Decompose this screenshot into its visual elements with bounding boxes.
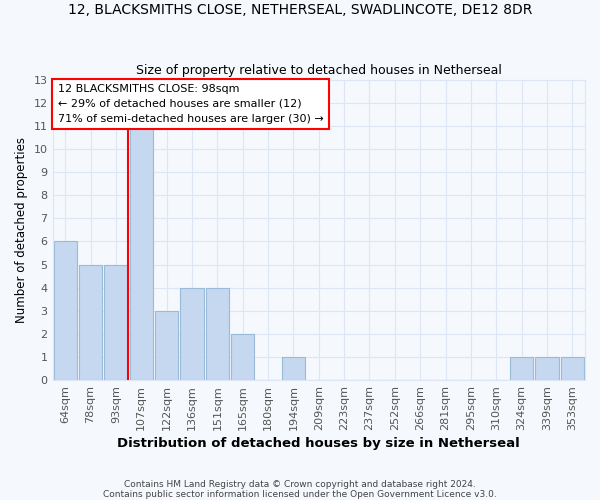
- Bar: [79, 264, 102, 380]
- Bar: [231, 334, 254, 380]
- Bar: [510, 357, 533, 380]
- X-axis label: Distribution of detached houses by size in Netherseal: Distribution of detached houses by size …: [118, 437, 520, 450]
- Bar: [53, 242, 77, 380]
- Text: 12 BLACKSMITHS CLOSE: 98sqm
← 29% of detached houses are smaller (12)
71% of sem: 12 BLACKSMITHS CLOSE: 98sqm ← 29% of det…: [58, 84, 323, 124]
- Bar: [535, 357, 559, 380]
- Text: 12, BLACKSMITHS CLOSE, NETHERSEAL, SWADLINCOTE, DE12 8DR: 12, BLACKSMITHS CLOSE, NETHERSEAL, SWADL…: [68, 2, 532, 16]
- Title: Size of property relative to detached houses in Netherseal: Size of property relative to detached ho…: [136, 64, 502, 77]
- Bar: [104, 264, 128, 380]
- Text: Contains HM Land Registry data © Crown copyright and database right 2024.
Contai: Contains HM Land Registry data © Crown c…: [103, 480, 497, 499]
- Bar: [181, 288, 203, 380]
- Bar: [282, 357, 305, 380]
- Bar: [155, 311, 178, 380]
- Bar: [560, 357, 584, 380]
- Bar: [206, 288, 229, 380]
- Y-axis label: Number of detached properties: Number of detached properties: [15, 137, 28, 323]
- Bar: [130, 126, 153, 380]
